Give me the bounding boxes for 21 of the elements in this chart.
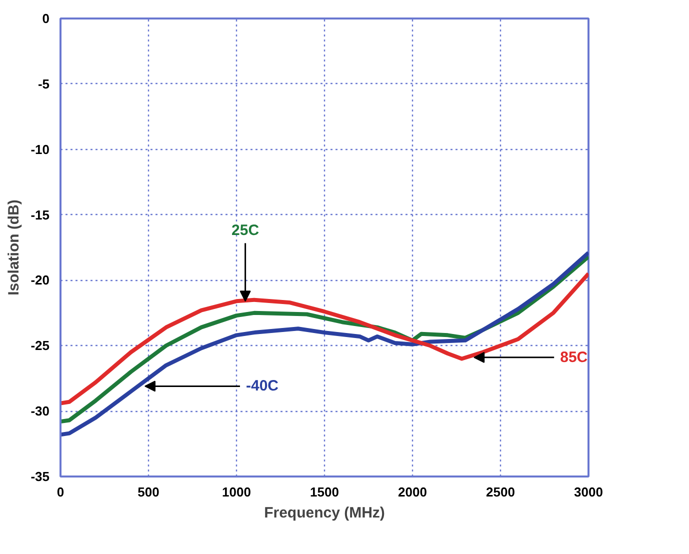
line-series — [60, 272, 588, 406]
y-tick-label: -30 — [30, 404, 50, 419]
x-tick-label: 2000 — [398, 484, 427, 500]
x-tick-label: 1500 — [310, 484, 339, 500]
x-tick-label: 3000 — [574, 484, 603, 500]
x-axis-title: Frequency (MHz) — [264, 504, 385, 522]
y-axis-title: Isolation (dB) — [6, 200, 23, 296]
y-tick-label: -20 — [30, 272, 50, 288]
annotation: 25C — [232, 222, 260, 240]
x-tick-label: 0 — [56, 484, 64, 500]
y-tick-label: 0 — [42, 11, 50, 26]
y-tick-label: -15 — [30, 207, 50, 222]
y-tick-label: -25 — [30, 338, 50, 354]
y-tick-label: -35 — [30, 469, 50, 484]
annotation: 85C — [560, 348, 588, 366]
x-tick-label: 2500 — [486, 484, 515, 500]
y-tick-label: -5 — [38, 76, 50, 92]
x-tick-label: 500 — [138, 484, 160, 500]
y-tick-label: -10 — [30, 142, 50, 157]
annotation: -40C — [246, 378, 279, 395]
x-tick-label: 1000 — [222, 484, 251, 500]
